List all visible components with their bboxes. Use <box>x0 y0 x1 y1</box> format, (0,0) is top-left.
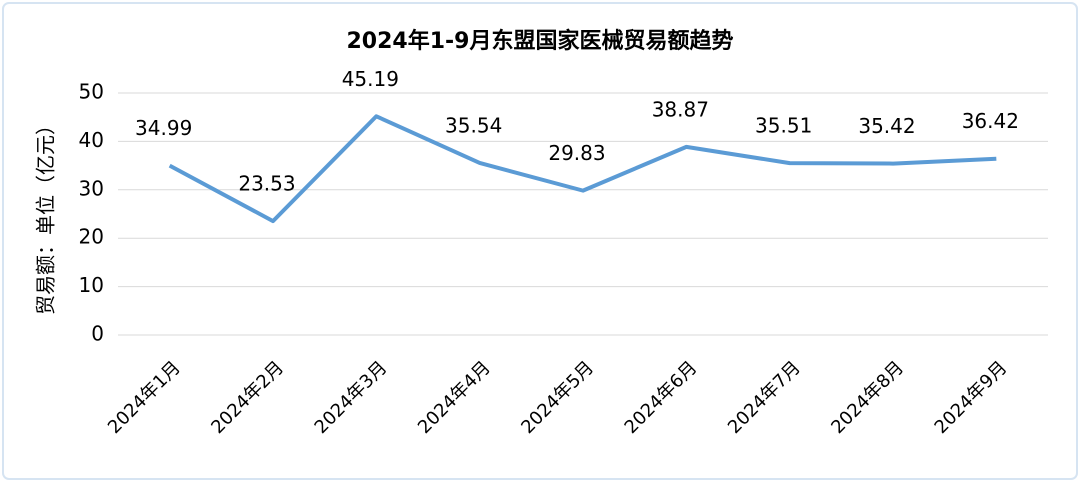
y-tick-label: 50 <box>79 80 104 104</box>
y-axis-label: 贸易额：单位（亿元） <box>34 115 58 315</box>
data-label: 35.42 <box>858 114 915 138</box>
y-tick-label: 30 <box>79 176 104 200</box>
data-label: 45.19 <box>342 67 399 91</box>
data-label: 35.51 <box>755 114 812 138</box>
y-tick-label: 10 <box>79 273 104 297</box>
data-label: 35.54 <box>445 113 502 137</box>
y-tick-label: 20 <box>79 225 104 249</box>
data-line <box>168 114 997 224</box>
data-label: 29.83 <box>548 141 605 165</box>
y-tick-label: 40 <box>79 128 104 152</box>
chart-title: 2024年1-9月东盟国家医械贸易额趋势 <box>347 28 734 54</box>
data-label: 36.42 <box>962 109 1019 133</box>
data-label: 34.99 <box>135 116 192 140</box>
data-label: 23.53 <box>238 172 295 196</box>
y-tick-label: 0 <box>91 322 104 346</box>
data-label: 38.87 <box>652 97 709 121</box>
